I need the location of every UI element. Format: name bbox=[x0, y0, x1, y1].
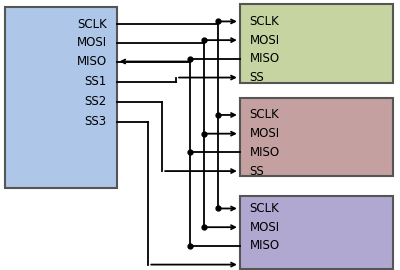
Text: MISO: MISO bbox=[250, 239, 280, 252]
FancyBboxPatch shape bbox=[5, 7, 116, 188]
Text: SS: SS bbox=[250, 165, 264, 178]
Text: SS2: SS2 bbox=[84, 95, 107, 108]
Text: SS: SS bbox=[250, 71, 264, 84]
Text: MISO: MISO bbox=[250, 146, 280, 159]
Text: SCLK: SCLK bbox=[250, 109, 280, 122]
FancyBboxPatch shape bbox=[240, 97, 393, 176]
Text: SS3: SS3 bbox=[84, 115, 107, 128]
FancyBboxPatch shape bbox=[240, 197, 393, 269]
Text: MOSI: MOSI bbox=[250, 34, 280, 47]
Text: MISO: MISO bbox=[250, 52, 280, 65]
Text: SCLK: SCLK bbox=[77, 18, 107, 31]
Text: MOSI: MOSI bbox=[76, 36, 107, 49]
Text: MOSI: MOSI bbox=[250, 221, 280, 234]
Text: MISO: MISO bbox=[76, 55, 107, 68]
Text: SCLK: SCLK bbox=[250, 202, 280, 215]
Text: MOSI: MOSI bbox=[250, 127, 280, 140]
Text: SCLK: SCLK bbox=[250, 15, 280, 28]
FancyBboxPatch shape bbox=[240, 4, 393, 83]
Text: SS1: SS1 bbox=[84, 75, 107, 88]
